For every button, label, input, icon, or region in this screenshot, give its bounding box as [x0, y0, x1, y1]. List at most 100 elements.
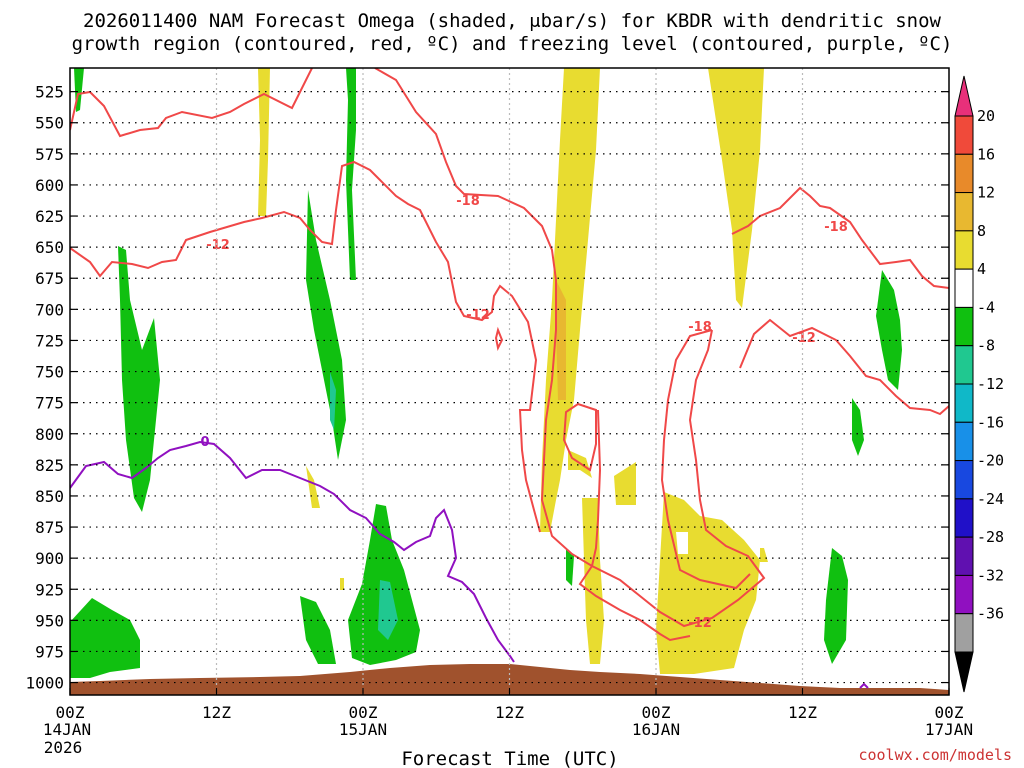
y-tick-label: 650	[35, 238, 64, 257]
contour-label: -18	[456, 194, 480, 209]
y-tick-label: 825	[35, 456, 64, 475]
colorbar: 20 16 12 8 4 -4 -8 -12 -16 -20 -24 -28 -32 -36	[954, 75, 1004, 693]
colorbar-segment	[954, 115, 974, 155]
colorbar-label: -32	[977, 566, 1004, 584]
omega-area	[876, 270, 902, 390]
contour-line	[739, 318, 949, 416]
omega-area	[340, 578, 344, 590]
omega-area	[540, 68, 600, 532]
omega-shading	[70, 68, 902, 678]
omega-area	[824, 548, 848, 664]
x-tick-label: 00Z	[642, 703, 671, 722]
colorbar-label: 16	[977, 145, 995, 163]
y-tick-label: 625	[35, 207, 64, 226]
colorbar-segment	[954, 460, 974, 500]
omega-area	[708, 68, 764, 308]
contour-line	[731, 215, 761, 235]
y-tick-label: 575	[35, 145, 64, 164]
contour-label: -12	[792, 331, 816, 346]
colorbar-label: 20	[977, 107, 995, 125]
omega-area	[300, 596, 336, 664]
colorbar-segment	[954, 383, 974, 423]
colorbar-top-triangle	[954, 75, 974, 117]
colorbar-segment	[954, 306, 974, 347]
contour-labels: -12 -18 -12 -18 -12 -18 -12 0	[200, 194, 847, 631]
y-tick-label: 875	[35, 518, 64, 537]
x-tick-date: 16JAN	[632, 720, 680, 739]
gridlines	[70, 68, 949, 695]
colorbar-segment	[954, 192, 974, 232]
colorbar-segment	[954, 574, 974, 615]
contour-line	[494, 326, 504, 352]
y-tick-label: 550	[35, 114, 64, 133]
y-tick-label: 850	[35, 487, 64, 506]
y-tick-label: 700	[35, 300, 64, 319]
x-tick-label: 00Z	[935, 703, 964, 722]
y-tick-label: 800	[35, 425, 64, 444]
colorbar-segment	[954, 536, 974, 576]
omega-area	[346, 68, 356, 280]
x-tick-label: 00Z	[349, 703, 378, 722]
y-tick-label: 975	[35, 642, 64, 661]
contour-line	[578, 409, 691, 642]
colorbar-label: 12	[977, 184, 995, 202]
contour-line	[859, 682, 869, 689]
y-tick-label: 750	[35, 363, 64, 382]
omega-area	[378, 580, 398, 640]
contour-label: -12	[688, 616, 712, 631]
colorbar-segment	[954, 230, 974, 270]
colorbar-segment	[954, 498, 974, 538]
colorbar-bottom-triangle	[954, 651, 974, 693]
y-tick-label: 950	[35, 611, 64, 630]
y-tick-label: 925	[35, 580, 64, 599]
credit-text: coolwx.com/models	[858, 746, 1012, 764]
y-axis: 525 550 575 600 625 650 675 700 725 750 775 800 825 8…	[25, 83, 949, 693]
colorbar-segment	[954, 153, 974, 194]
x-tick-date: 15JAN	[339, 720, 387, 739]
colorbar-label: -36	[977, 605, 1004, 623]
y-tick-label: 725	[35, 331, 64, 350]
contour-label: 0	[200, 435, 209, 450]
colorbar-label: -24	[977, 490, 1004, 508]
colorbar-label: -4	[977, 298, 995, 316]
y-tick-label: 675	[35, 269, 64, 288]
omega-area	[258, 68, 270, 216]
plot-frame	[69, 67, 950, 696]
contour-line	[562, 402, 597, 472]
contour-label: -18	[688, 320, 712, 335]
x-tick-label: 12Z	[495, 703, 524, 722]
omega-area	[70, 598, 140, 678]
contour-line	[374, 68, 766, 628]
colorbar-label: 4	[977, 260, 986, 278]
contour-line	[660, 329, 751, 590]
purple-contours	[70, 440, 869, 689]
contour-line	[70, 440, 515, 663]
colorbar-segment	[954, 613, 974, 653]
contour-line	[759, 186, 949, 289]
contour-label: -12	[466, 308, 490, 323]
omega-area	[852, 398, 864, 456]
colorbar-label: -28	[977, 528, 1004, 546]
omega-area	[582, 498, 604, 664]
omega-area	[676, 532, 688, 554]
x-tick-date: 14JAN	[43, 720, 91, 739]
x-tick-date: 17JAN	[925, 720, 973, 739]
x-axis-label: Forecast Time (UTC)	[401, 748, 618, 768]
y-tick-label: 600	[35, 176, 64, 195]
x-tick-label: 12Z	[788, 703, 817, 722]
y-tick-label: 900	[35, 549, 64, 568]
omega-area	[566, 548, 574, 586]
x-tick-label: 12Z	[202, 703, 231, 722]
omega-area	[614, 462, 636, 505]
y-tick-label: 525	[35, 83, 64, 102]
contour-label: -18	[824, 220, 848, 235]
chart-title-line2: growth region (contoured, red, ºC) and f…	[72, 33, 953, 55]
omega-area	[330, 372, 336, 430]
omega-area	[656, 492, 760, 674]
colorbar-segment	[954, 345, 974, 385]
colorbar-segment	[954, 268, 974, 308]
colorbar-label: -12	[977, 375, 1004, 393]
x-tick-year: 2026	[44, 738, 83, 757]
y-tick-label: 775	[35, 394, 64, 413]
